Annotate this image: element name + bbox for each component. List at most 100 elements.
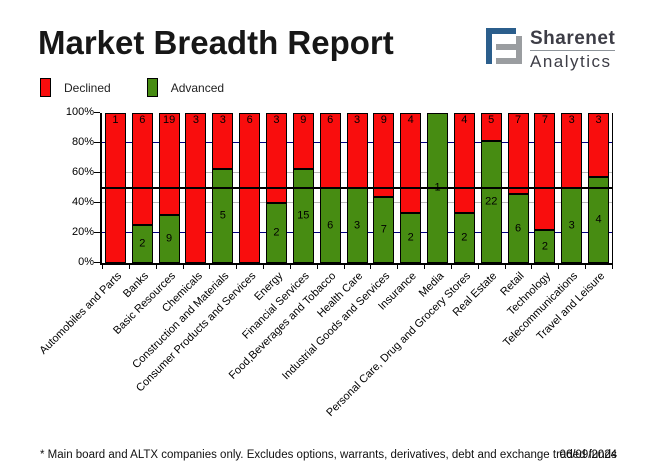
x-axis-tick	[612, 265, 613, 269]
bar-advanced-value: 15	[297, 209, 310, 222]
bar-declined-segment: 5	[480, 113, 502, 141]
bar-advanced-value: 6	[514, 222, 522, 234]
legend-item-advanced: Advanced	[146, 78, 225, 97]
bar-advanced-value: 5	[219, 209, 226, 222]
bar-advanced-segment: 2	[534, 230, 556, 263]
x-axis-tick	[289, 265, 291, 269]
x-axis-tick	[558, 265, 560, 269]
logo-subtitle: Analytics	[530, 52, 612, 71]
bar-declined-segment: 19	[158, 113, 180, 215]
x-axis-tick	[504, 265, 506, 269]
bar-declined-value: 19	[162, 114, 176, 126]
y-axis-tick	[94, 232, 100, 233]
footer-note: * Main board and ALTX companies only. Ex…	[40, 449, 617, 461]
logo-text: Sharenet Analytics	[530, 28, 616, 71]
x-axis-tick	[155, 265, 157, 269]
bar-declined-value: 3	[568, 114, 575, 126]
legend-label-declined: Declined	[64, 80, 111, 95]
bar-2: 19 9	[158, 113, 180, 263]
x-axis-label: Automobiles and Parts	[37, 270, 124, 357]
bar-declined-segment: 4	[453, 113, 475, 213]
bar-advanced-segment: 4	[588, 177, 610, 263]
bar-declined-value: 7	[541, 114, 548, 126]
bar-advanced-value: 2	[541, 240, 548, 252]
y-axis-label-60: 60%	[71, 166, 94, 178]
bar-declined-segment: 3	[212, 113, 234, 169]
bar-declined-value: 3	[192, 114, 199, 126]
x-axis-tick	[477, 265, 479, 269]
bar-declined-value: 9	[380, 114, 387, 126]
bar-advanced-segment: 2	[453, 213, 475, 263]
bar-declined-segment: 9	[292, 113, 314, 169]
page-title: Market Breadth Report	[38, 24, 394, 61]
x-axis-tick	[531, 265, 533, 269]
bar-declined-segment: 3	[561, 113, 583, 188]
y-axis-label-0: 0%	[78, 256, 94, 268]
x-axis-tick	[370, 265, 372, 269]
sharenet-s-logo-icon	[486, 28, 522, 64]
bar-declined-segment: 7	[507, 113, 529, 194]
x-axis-tick	[209, 265, 211, 269]
y-axis-tick	[94, 262, 100, 263]
chart-legend: Declined Advanced	[40, 78, 224, 97]
bar-declined-segment: 4	[400, 113, 422, 213]
legend-label-advanced: Advanced	[170, 80, 225, 95]
bar-declined-segment: 3	[588, 113, 610, 177]
bar-declined-value: 3	[595, 114, 602, 126]
bar-advanced-value: 2	[461, 231, 468, 244]
bar-advanced-segment: 7	[373, 197, 395, 263]
bar-advanced-segment: 2	[131, 225, 153, 263]
legend-swatch-declined	[40, 78, 51, 97]
bar-declined-segment: 9	[373, 113, 395, 197]
y-axis-label-80: 80%	[71, 136, 94, 148]
bar-advanced-value: 9	[166, 232, 173, 245]
bar-declined-value: 4	[461, 114, 468, 126]
bar-declined-value: 7	[514, 114, 522, 126]
bar-advanced-segment: 6	[319, 188, 341, 263]
bar-advanced-segment: 22	[480, 141, 502, 263]
sharenet-logo: Sharenet Analytics	[486, 28, 616, 71]
bar-declined-segment: 6	[131, 113, 153, 225]
bar-advanced-value: 2	[407, 231, 414, 244]
x-axis-tick	[585, 265, 587, 269]
logo-name: Sharenet	[530, 28, 616, 49]
y-axis-tick	[94, 172, 100, 173]
bar-declined-segment: 6	[319, 113, 341, 188]
bar-advanced-segment: 3	[346, 188, 368, 263]
bar-advanced-value: 3	[353, 219, 361, 231]
bar-advanced-segment: 9	[158, 215, 180, 263]
bar-advanced-segment: 15	[292, 169, 314, 263]
bar-advanced-value: 22	[485, 195, 498, 208]
x-axis-tick	[236, 265, 238, 269]
y-axis-label-20: 20%	[71, 226, 94, 238]
x-axis-tick	[397, 265, 399, 269]
bar-declined-segment: 3	[265, 113, 287, 203]
y-axis-label-100: 100%	[65, 106, 94, 118]
bar-7: 9 15	[292, 113, 314, 263]
bar-declined-segment: 3	[346, 113, 368, 188]
legend-item-declined: Declined	[40, 78, 111, 97]
y-axis-label-40: 40%	[71, 196, 94, 208]
bar-advanced-value: 7	[380, 223, 387, 236]
y-axis-tick	[94, 142, 100, 143]
x-axis-tick	[182, 265, 184, 269]
bar-declined-value: 3	[219, 114, 226, 126]
y-axis-tick	[94, 112, 100, 113]
bar-declined-value: 1	[112, 114, 119, 126]
bar-declined-value: 6	[246, 114, 253, 126]
x-axis-tick	[343, 265, 345, 269]
bar-advanced-value: 2	[273, 226, 280, 239]
x-axis-tick	[424, 265, 426, 269]
footer-date: 06/09/2024	[559, 449, 617, 461]
bar-declined-value: 3	[273, 114, 280, 126]
